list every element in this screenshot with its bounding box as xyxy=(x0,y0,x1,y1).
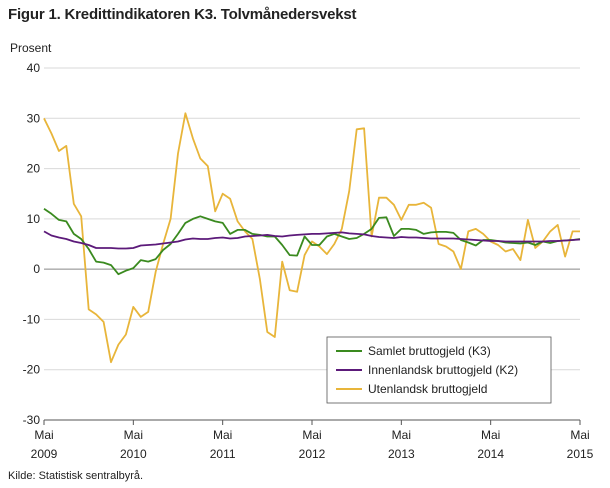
x-tick-label-month: Mai xyxy=(392,428,411,442)
x-tick-label-year: 2015 xyxy=(567,447,594,461)
x-tick-label-year: 2010 xyxy=(120,447,147,461)
x-tick-label-year: 2011 xyxy=(210,447,236,461)
y-tick-label: 30 xyxy=(27,111,41,125)
x-tick-label-month: Mai xyxy=(34,428,53,442)
x-tick-label-month: Mai xyxy=(481,428,500,442)
series-lines xyxy=(43,112,581,364)
y-tick-label: 40 xyxy=(27,61,41,75)
x-tick-label-year: 2009 xyxy=(31,447,58,461)
source-note: Kilde: Statistisk sentralbyrå. xyxy=(8,470,144,482)
y-tick-labels: -30 -20 -10 0 10 20 30 40 xyxy=(23,61,41,427)
legend-label-innenlandsk: Innenlandsk bruttogjeld (K2) xyxy=(368,363,518,377)
figure-title: Figur 1. Kredittindikatoren K3. Tolvmåne… xyxy=(8,6,357,23)
legend-box xyxy=(326,336,552,404)
y-tick-label: -20 xyxy=(23,363,41,377)
series-line-1 xyxy=(43,230,581,250)
x-tick-label-month: Mai xyxy=(302,428,321,442)
y-tick-label: 20 xyxy=(27,162,41,176)
y-tick-label: 10 xyxy=(27,212,41,226)
x-tick-label-month: Mai xyxy=(124,428,143,442)
y-tick-label: -10 xyxy=(23,312,41,326)
x-tick-label-year: 2013 xyxy=(388,447,415,461)
series-line-0 xyxy=(43,208,581,276)
series-line-2 xyxy=(43,112,580,364)
legend-label-samlet: Samlet bruttogjeld (K3) xyxy=(368,344,491,358)
legend-label-utenlandsk: Utenlandsk bruttogjeld xyxy=(368,382,487,396)
x-tick-labels: Mai 2009 Mai 2010 Mai 2011 Mai 2012 Mai 2013 Mai 20… xyxy=(31,419,594,461)
x-tick-label-month: Mai xyxy=(213,428,232,442)
y-tick-label: -30 xyxy=(23,413,41,427)
x-tick-label-month: Mai xyxy=(570,428,589,442)
y-tick-label: 0 xyxy=(33,262,40,276)
legend: Samlet bruttogjeld (K3) Innenlandsk brut… xyxy=(326,336,552,404)
x-tick-label-year: 2014 xyxy=(477,447,504,461)
x-tick-label-year: 2012 xyxy=(299,447,326,461)
y-axis-label: Prosent xyxy=(10,41,52,55)
